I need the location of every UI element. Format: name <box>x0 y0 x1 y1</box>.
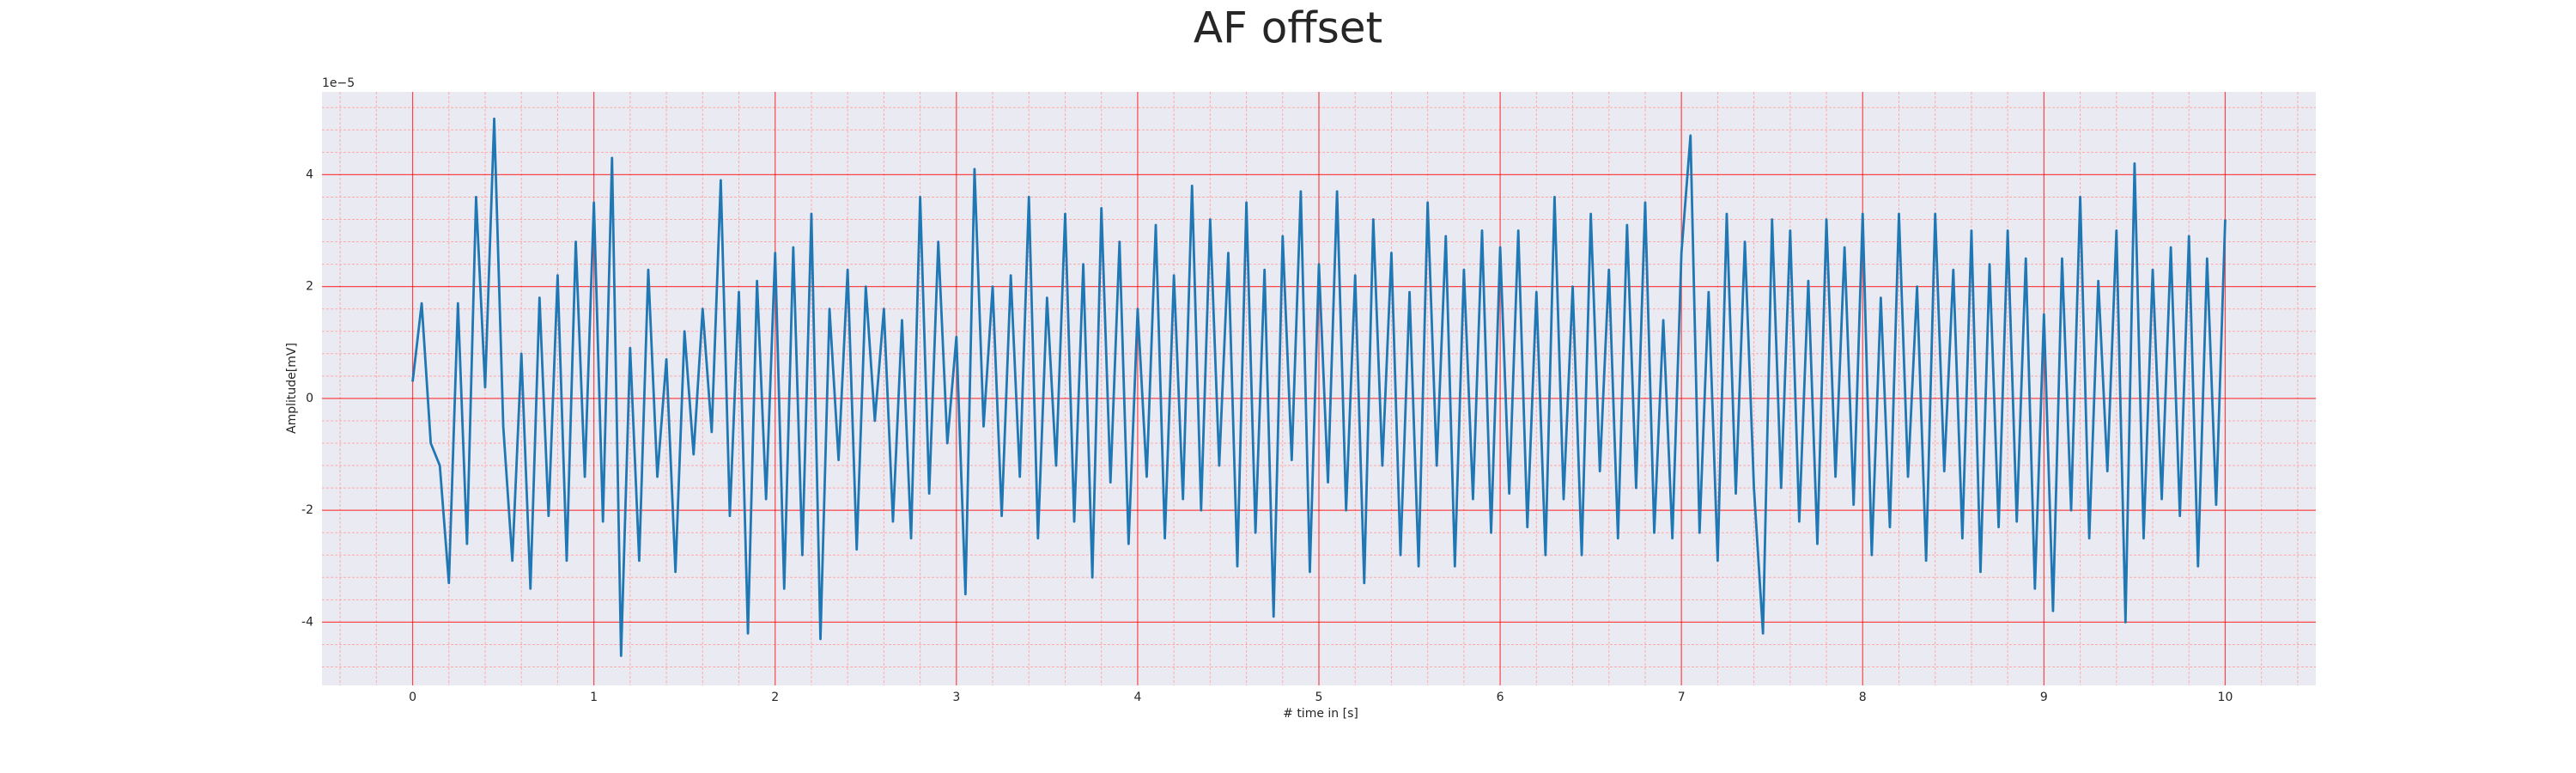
x-tick-label: 9 <box>2040 691 2048 704</box>
x-tick-label: 5 <box>1315 691 1323 704</box>
y-tick-label: -2 <box>301 503 313 517</box>
y-tick-label: -4 <box>301 615 313 629</box>
x-tick-label: 6 <box>1497 691 1504 704</box>
y-tick-label: 2 <box>306 280 313 294</box>
y-tick-label: 4 <box>306 167 313 181</box>
y-offset-label: 1e−5 <box>322 76 355 90</box>
chart-title: AF offset <box>1194 3 1382 53</box>
y-tick-label: 0 <box>306 392 313 405</box>
x-tick-label: 0 <box>409 691 416 704</box>
x-tick-label: 4 <box>1133 691 1141 704</box>
y-axis-label: Amplitude[mV] <box>285 343 299 434</box>
x-tick-label: 8 <box>1859 691 1867 704</box>
x-tick-label: 2 <box>771 691 779 704</box>
x-axis-label: # time in [s] <box>1283 707 1358 721</box>
x-tick-label: 7 <box>1678 691 1686 704</box>
x-tick-label: 3 <box>952 691 960 704</box>
line-series <box>411 117 2227 657</box>
x-tick-label: 1 <box>590 691 598 704</box>
x-tick-label: 10 <box>2218 691 2233 704</box>
